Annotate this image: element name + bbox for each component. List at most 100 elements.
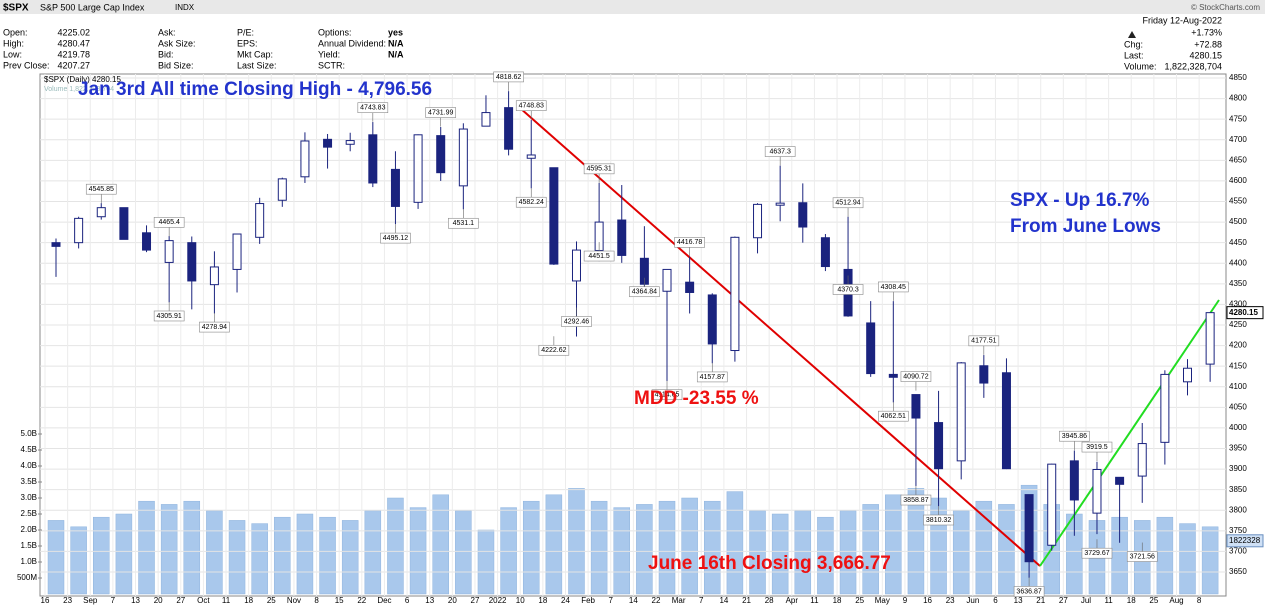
price-label: 4416.78 <box>677 239 702 246</box>
field-value: N/A <box>388 38 404 48</box>
x-tick-label: 24 <box>561 596 570 605</box>
price-label: 4637.3 <box>769 148 791 155</box>
candle-body <box>119 207 129 240</box>
y-tick-label: 4050 <box>1229 402 1247 411</box>
x-tick-label: Nov <box>287 596 301 605</box>
volume-tick-label: 2.5B <box>21 509 37 518</box>
volume-bar <box>568 488 585 595</box>
label-box <box>153 310 185 322</box>
price-label: 4157.87 <box>700 374 725 381</box>
volume-bar <box>681 497 698 595</box>
annotation: SPX - Up 16.7% <box>1010 190 1149 211</box>
quote-value: +72.88 <box>1194 39 1222 49</box>
volume-tick-label: 2.0B <box>21 525 37 534</box>
volume-bar <box>251 523 268 595</box>
title-bar <box>0 0 1265 14</box>
field-value: yes <box>388 27 403 37</box>
candle-body <box>1205 312 1215 365</box>
candle-body <box>956 362 966 462</box>
volume-bar <box>771 513 789 595</box>
label-box <box>878 281 909 293</box>
volume-bar <box>455 510 472 595</box>
candle-body <box>888 373 898 378</box>
y-tick-label: 4550 <box>1229 197 1247 206</box>
volume-bar <box>387 497 404 595</box>
field-label: Ask Size: <box>158 38 196 48</box>
x-tick-label: 18 <box>833 596 842 605</box>
label-box <box>832 197 864 209</box>
x-tick-label: Aug <box>1169 596 1183 605</box>
price-label: 4595.31 <box>586 166 611 173</box>
price-label: 4818.62 <box>496 74 521 81</box>
price-label: 3810.32 <box>926 517 951 524</box>
volume-bar <box>704 500 721 595</box>
price-label: 3919.5 <box>1086 444 1108 451</box>
label-box <box>629 286 660 298</box>
volume-bar <box>522 500 540 595</box>
price-label: 4308.45 <box>881 284 906 291</box>
x-tick-label: 7 <box>111 596 116 605</box>
price-label: 3636.87 <box>1016 588 1041 595</box>
y-tick-label: 4800 <box>1229 94 1247 103</box>
date: Friday 12-Aug-2022 <box>1142 15 1222 25</box>
y-tick-label: 3900 <box>1229 464 1247 473</box>
x-tick-label: 8 <box>314 596 319 605</box>
candle-body <box>753 203 763 239</box>
x-tick-label: 21 <box>742 596 751 605</box>
exchange: INDX <box>175 3 195 12</box>
label-box <box>425 107 457 118</box>
field-label: Prev Close: <box>3 60 50 70</box>
last-price-box <box>1226 306 1264 320</box>
y-tick-label: 4350 <box>1229 279 1247 288</box>
candle-body <box>1069 460 1079 501</box>
volume-bar <box>726 491 744 595</box>
price-label: 3729.67 <box>1084 550 1109 557</box>
candle-body <box>345 140 355 145</box>
field-value: 4225.02 <box>57 27 90 37</box>
candle-body <box>571 249 581 282</box>
candle-body <box>707 294 717 345</box>
label-box <box>515 100 547 111</box>
candle-layer <box>51 91 1215 578</box>
candle-body <box>413 134 423 203</box>
candle-body <box>1001 372 1011 470</box>
field-label: Bid Size: <box>158 60 194 70</box>
y-tick-label: 4200 <box>1229 341 1247 350</box>
field-label: Mkt Cap: <box>237 49 273 59</box>
index-name: S&P 500 Large Cap Index <box>40 2 145 12</box>
candle-body <box>662 268 672 292</box>
y-tick-label: 4850 <box>1229 73 1247 82</box>
candle-body <box>1092 468 1102 514</box>
price-label: 4743.83 <box>360 105 385 112</box>
volume-bar <box>319 516 336 595</box>
candle-body <box>436 135 446 174</box>
candle-body <box>255 203 265 238</box>
x-tick-label: 16 <box>41 596 50 605</box>
y-tick-label: 4000 <box>1229 423 1247 432</box>
x-tick-label: 11 <box>222 596 231 605</box>
candle-body <box>74 217 84 244</box>
price-label: 4545.85 <box>89 186 114 193</box>
x-tick-label: 20 <box>154 596 163 605</box>
price-label: 4305.91 <box>156 313 181 320</box>
x-tick-label: May <box>875 596 890 605</box>
quote-label: Last: <box>1124 50 1144 60</box>
label-box <box>357 102 389 114</box>
volume-bar <box>1201 526 1219 595</box>
price-label: 4465.4 <box>158 219 180 226</box>
volume-bar <box>545 494 563 595</box>
y-tick-label: 3800 <box>1229 505 1247 514</box>
label-box <box>1081 547 1113 559</box>
field-value: 4207.27 <box>57 60 90 70</box>
volume-bar <box>590 500 608 595</box>
label-box <box>1013 586 1045 597</box>
candle-body <box>1160 373 1170 443</box>
candle-body <box>1115 476 1125 485</box>
field-label: Last Size: <box>237 60 277 70</box>
label-box <box>651 389 683 401</box>
x-tick-label: 13 <box>1014 596 1023 605</box>
volume-tick-label: 1.0B <box>21 557 37 566</box>
volume-tick-label: 4.0B <box>21 461 37 470</box>
field-label: EPS: <box>237 38 258 48</box>
